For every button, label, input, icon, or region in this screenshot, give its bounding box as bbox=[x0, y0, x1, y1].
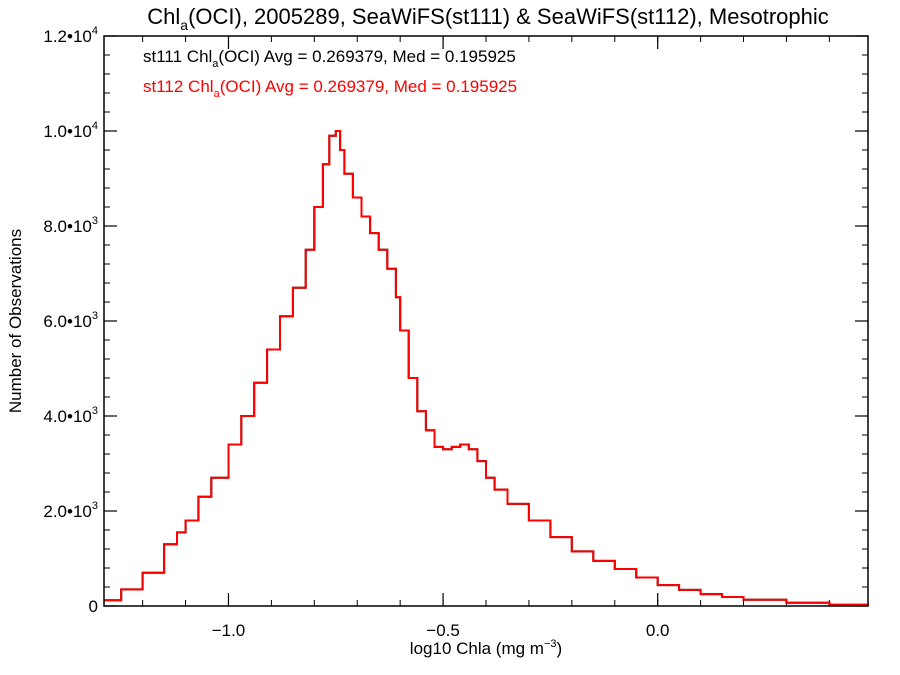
plot-frame bbox=[103, 35, 869, 607]
annotation-st111: st111 Chla(OCI) Avg = 0.269379, Med = 0.… bbox=[143, 47, 516, 70]
y-tick-label: 8.0•103 bbox=[43, 215, 98, 236]
y-tick-label: 6.0•103 bbox=[43, 310, 98, 331]
chart-title-subscript: a bbox=[180, 17, 188, 33]
y-tick-label: 1.0•104 bbox=[43, 120, 98, 141]
y-tick-label: 2.0•103 bbox=[43, 500, 98, 521]
x-axis-label-superscript: −3 bbox=[544, 638, 557, 650]
series-lines bbox=[104, 130, 869, 606]
series-line-st112 bbox=[104, 130, 869, 606]
y-tick-label: 1.2•104 bbox=[43, 25, 98, 46]
x-tick-label: −0.5 bbox=[426, 621, 460, 640]
chart-title: Chla(OCI), 2005289, SeaWiFS(st111) & Sea… bbox=[147, 4, 829, 33]
x-axis-label-text: log10 Chla (mg m bbox=[410, 639, 544, 658]
x-tick-labels: −1.0 −0.5 0.0 bbox=[212, 621, 670, 640]
x-tick-label: 0.0 bbox=[646, 621, 670, 640]
x-axis-label: log10 Chla (mg m−3) bbox=[410, 638, 562, 658]
y-tick-label: 0 bbox=[89, 597, 98, 616]
chart-title-rest: (OCI), 2005289, SeaWiFS(st111) & SeaWiFS… bbox=[188, 4, 829, 29]
y-tick-label: 4.0•103 bbox=[43, 405, 98, 426]
y-tick-labels: 0 2.0•103 4.0•103 6.0•103 8.0•103 1.0•104 1.2•… bbox=[43, 25, 98, 616]
x-tick-label: −1.0 bbox=[212, 621, 246, 640]
x-axis-label-close: ) bbox=[557, 639, 563, 658]
chart-title-prefix: Chl bbox=[147, 4, 180, 29]
annotation-st112: st112 Chla(OCI) Avg = 0.269379, Med = 0.… bbox=[143, 77, 517, 100]
y-axis-label: Number of Observations bbox=[6, 229, 25, 413]
annotations: st111 Chla(OCI) Avg = 0.269379, Med = 0.… bbox=[143, 47, 517, 100]
